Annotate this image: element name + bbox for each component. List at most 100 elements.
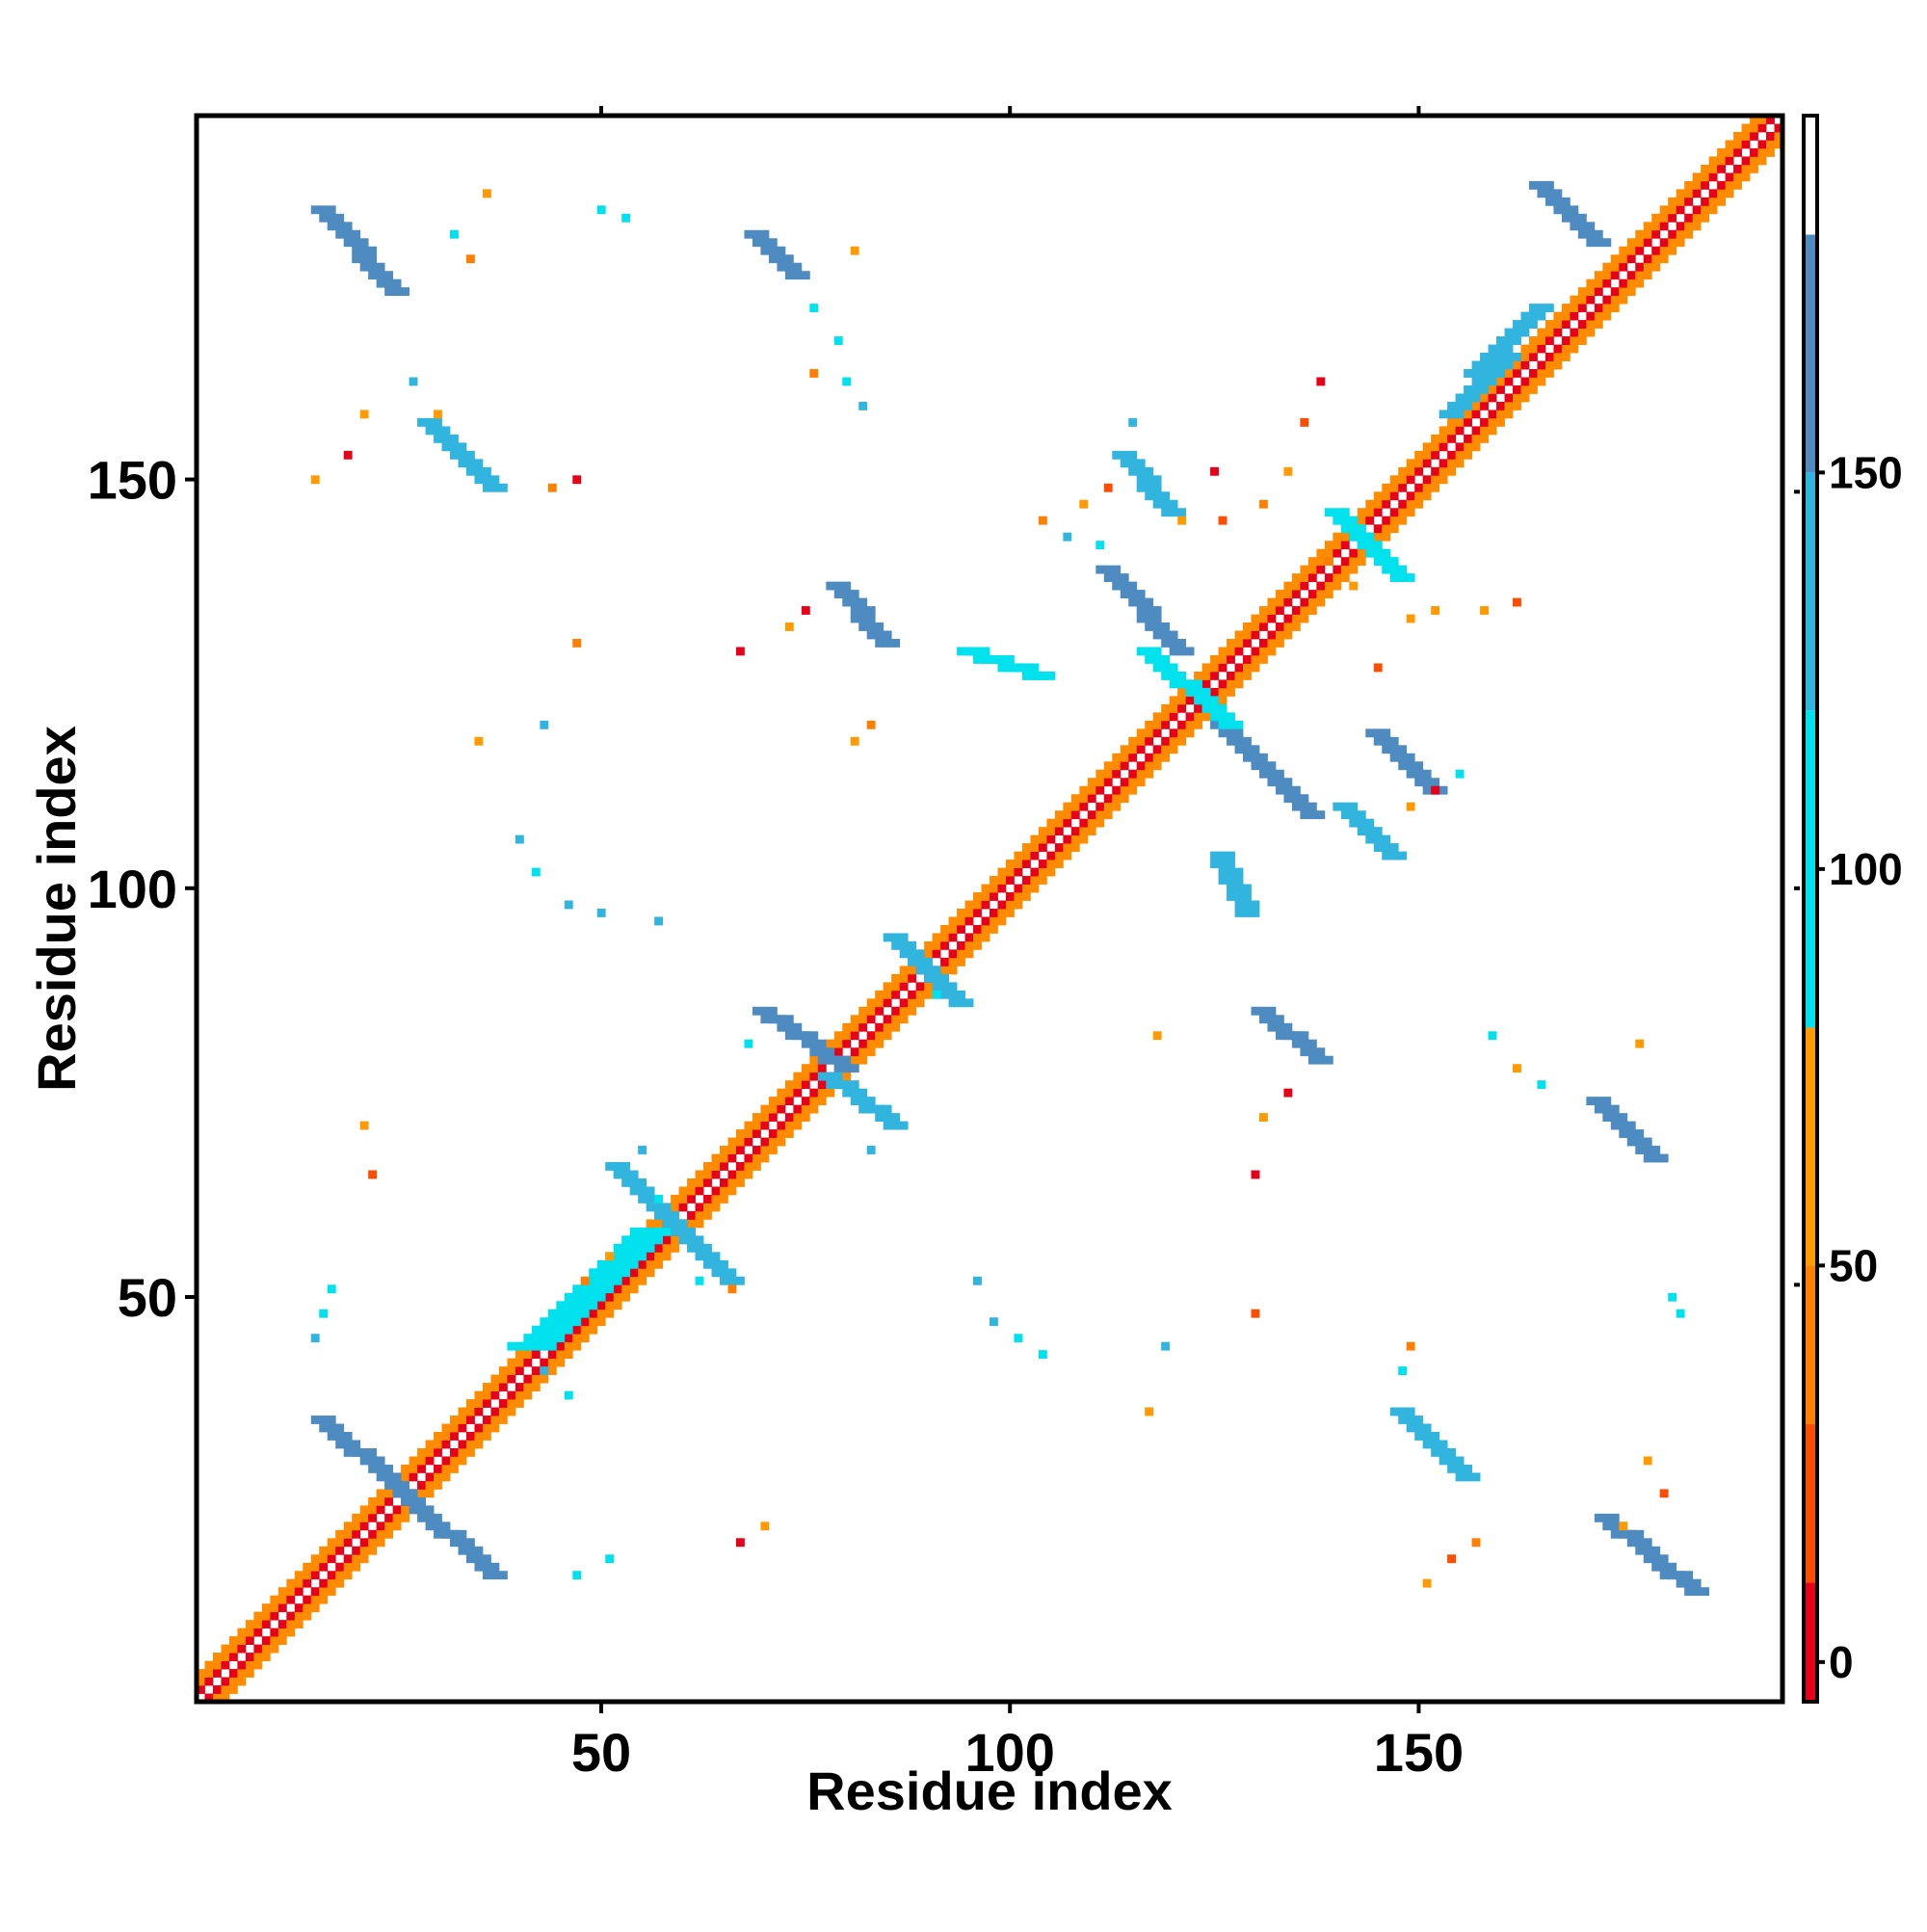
contact-cell	[629, 1178, 639, 1187]
contact-cell	[1161, 622, 1171, 631]
contact-cell	[303, 1578, 312, 1588]
contact-cell	[465, 1407, 475, 1416]
contact-cell	[1243, 654, 1252, 664]
contact-cell	[875, 990, 884, 999]
contact-cell	[1398, 745, 1408, 754]
contact-cell	[359, 254, 369, 264]
contact-cell	[343, 1529, 353, 1539]
contact-cell	[1095, 541, 1105, 550]
contact-cell	[1136, 778, 1146, 787]
contact-cell	[409, 1505, 418, 1515]
contact-cell	[580, 1309, 590, 1318]
contact-cell	[1169, 663, 1178, 673]
contact-cell	[1610, 254, 1620, 264]
contact-cell	[384, 1513, 394, 1522]
contact-cell	[973, 654, 982, 664]
contact-cell	[376, 1496, 385, 1506]
contact-cell	[352, 1447, 361, 1457]
contact-cell	[1038, 867, 1047, 877]
contact-cell	[1030, 843, 1040, 852]
contact-cell	[1258, 647, 1268, 656]
contact-cell	[1513, 369, 1521, 378]
contact-cell	[1553, 320, 1563, 329]
contact-cell	[1210, 663, 1219, 673]
contact-cell	[384, 1496, 394, 1506]
contact-cell	[629, 1252, 639, 1261]
contact-cell	[850, 597, 859, 607]
contact-cell	[482, 1399, 491, 1408]
contact-cell	[1422, 769, 1432, 779]
contact-cell	[1480, 434, 1489, 443]
contact-cell	[1357, 810, 1366, 820]
contact-cell	[261, 1620, 271, 1629]
contact-cell	[417, 1513, 426, 1522]
contact-cell	[1103, 565, 1113, 574]
contact-cell	[1324, 573, 1333, 583]
contact-cell	[1504, 393, 1514, 403]
contact-cell	[1504, 369, 1514, 378]
contact-cell	[1741, 131, 1751, 141]
contact-cell	[474, 466, 484, 476]
contact-cell	[1038, 834, 1047, 844]
contact-cell	[1365, 516, 1375, 525]
contact-cell	[1145, 647, 1154, 656]
contact-cell	[515, 834, 524, 844]
contact-cell	[1594, 1513, 1603, 1522]
contact-cell	[711, 1194, 721, 1204]
contact-cell	[1544, 320, 1554, 329]
contact-cell	[343, 1522, 353, 1531]
contact-cell	[1103, 794, 1113, 804]
contact-cell	[507, 1390, 516, 1400]
contact-cell	[1218, 867, 1227, 877]
contact-cell	[850, 590, 859, 598]
contact-cell	[760, 1137, 770, 1147]
contact-cell	[589, 1317, 598, 1327]
contact-cell	[1676, 1309, 1685, 1318]
contact-cell	[784, 1113, 794, 1122]
contact-cell	[228, 1653, 238, 1661]
contact-cell	[1750, 156, 1758, 166]
contact-cell	[1659, 1489, 1669, 1498]
contact-cell	[1267, 761, 1277, 771]
contact-cell	[1038, 671, 1047, 680]
contact-cell	[760, 1104, 770, 1114]
contact-cell	[1626, 246, 1636, 255]
contact-cell	[434, 1480, 442, 1490]
contact-cell	[671, 1194, 679, 1204]
contact-cell	[605, 1252, 615, 1261]
contact-cell	[1406, 491, 1415, 501]
contact-cell	[498, 1399, 508, 1408]
contact-cell	[1659, 254, 1669, 264]
contact-cell	[784, 1097, 794, 1106]
contact-cell	[687, 1219, 696, 1229]
contact-cell	[1227, 687, 1235, 697]
contact-cell	[1145, 606, 1154, 615]
contact-cell	[1431, 1447, 1440, 1457]
contact-cell	[638, 1235, 647, 1245]
contact-cell	[833, 1080, 843, 1090]
contact-cell	[286, 1587, 296, 1597]
contact-cell	[1741, 140, 1751, 149]
contact-cell	[556, 1309, 566, 1318]
contact-cell	[1610, 262, 1620, 272]
contact-cell	[1095, 818, 1105, 828]
contact-cell	[1537, 304, 1546, 313]
contact-cell	[450, 442, 459, 452]
contact-cell	[343, 1440, 353, 1449]
contact-cell	[286, 1578, 296, 1588]
contact-cell	[1210, 860, 1219, 868]
contact-cell	[1513, 1064, 1521, 1073]
contact-cell	[981, 654, 990, 664]
contact-cell	[1544, 369, 1554, 378]
contact-cell	[1594, 271, 1603, 280]
contact-cell	[507, 1366, 516, 1376]
contact-cell	[1283, 630, 1293, 640]
contact-cell	[1145, 761, 1154, 771]
contact-cell	[450, 450, 459, 460]
contact-cell	[384, 1472, 394, 1482]
contact-cell	[1684, 213, 1694, 223]
contact-cell	[228, 1669, 238, 1678]
contact-cell	[343, 1432, 353, 1441]
contact-cell	[1177, 639, 1187, 648]
contact-cell	[1046, 860, 1056, 868]
